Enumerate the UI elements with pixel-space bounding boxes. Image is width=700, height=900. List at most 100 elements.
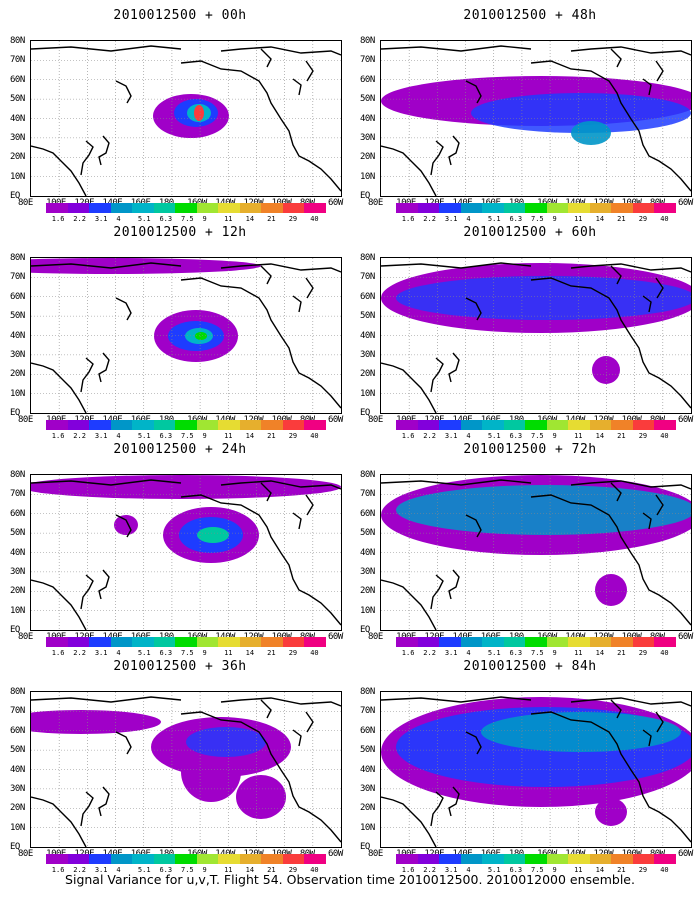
variance-contour bbox=[396, 276, 691, 320]
coastline bbox=[381, 796, 437, 847]
coastline bbox=[220, 697, 341, 707]
colorbar-label: 11 bbox=[224, 866, 233, 874]
lat-tick-label: 50N bbox=[360, 528, 375, 539]
colorbar-swatch bbox=[611, 854, 633, 864]
lat-tick-label: 50N bbox=[10, 528, 25, 539]
lat-tick-label: 40N bbox=[360, 330, 375, 341]
colorbar bbox=[396, 203, 676, 213]
colorbar-swatch bbox=[67, 637, 90, 647]
colorbar-label: 1.6 bbox=[51, 432, 65, 440]
colorbar-swatch bbox=[239, 203, 262, 213]
colorbar-swatch bbox=[482, 420, 504, 430]
lat-tick-label: 80N bbox=[360, 687, 375, 697]
colorbar-label: 40 bbox=[310, 215, 319, 223]
colorbar-swatch bbox=[546, 637, 569, 647]
lat-tick-label: 20N bbox=[10, 369, 25, 380]
lat-tick-label: 70N bbox=[10, 706, 25, 717]
colorbar-swatch bbox=[546, 420, 569, 430]
colorbar-label: 9 bbox=[202, 432, 207, 440]
lat-tick-label: 10N bbox=[360, 171, 375, 182]
colorbar-swatch bbox=[196, 854, 219, 864]
colorbar-swatch bbox=[196, 203, 219, 213]
coastline bbox=[260, 265, 272, 285]
lon-tick-label: 60W bbox=[678, 849, 693, 859]
colorbar-swatch bbox=[110, 637, 133, 647]
colorbar-swatch bbox=[396, 854, 418, 864]
coastline bbox=[260, 482, 272, 502]
colorbar-swatch bbox=[46, 203, 68, 213]
coastline bbox=[180, 277, 341, 409]
coastline bbox=[430, 791, 444, 827]
lat-tick-label: EQ bbox=[360, 408, 370, 418]
colorbar-swatch bbox=[417, 854, 440, 864]
coastline bbox=[430, 574, 444, 610]
colorbar-label: 29 bbox=[638, 215, 648, 223]
colorbar-label: 14 bbox=[595, 866, 605, 874]
colorbar-swatch bbox=[218, 637, 240, 647]
coastline bbox=[305, 711, 314, 733]
colorbar-swatch bbox=[632, 420, 655, 430]
lon-tick-label: 80E bbox=[368, 849, 383, 859]
colorbar-label: 21 bbox=[617, 432, 626, 440]
colorbar-swatch bbox=[282, 637, 305, 647]
colorbar-label: 6.3 bbox=[509, 432, 523, 440]
coastline bbox=[430, 140, 444, 176]
coastline bbox=[530, 277, 691, 409]
lat-tick-label: 10N bbox=[360, 822, 375, 833]
colorbar-label: 5.1 bbox=[487, 866, 501, 874]
coastline bbox=[305, 277, 314, 299]
colorbar-swatch bbox=[261, 637, 283, 647]
coastline bbox=[465, 514, 482, 538]
colorbar-label: 21 bbox=[267, 649, 276, 657]
colorbar-label: 40 bbox=[660, 215, 669, 223]
lat-tick-label: 40N bbox=[10, 547, 25, 558]
coastline bbox=[80, 357, 94, 393]
lon-tick-label: 80E bbox=[368, 198, 383, 208]
lon-tick-label: 60W bbox=[328, 415, 343, 425]
lat-tick-label: 10N bbox=[10, 171, 25, 182]
colorbar-swatch bbox=[654, 854, 676, 864]
forecast-panel: 2010012500 + 12h 80N 70N 60N 50N 40N 30N 20N 10N… bbox=[10, 225, 350, 445]
colorbar-swatch bbox=[110, 203, 133, 213]
coastline bbox=[260, 48, 272, 68]
colorbar-swatch bbox=[46, 420, 68, 430]
panel-title: 2010012500 + 36h bbox=[113, 659, 247, 674]
colorbar-label: 11 bbox=[224, 215, 233, 223]
colorbar-label: 5.1 bbox=[487, 432, 501, 440]
coastline bbox=[115, 514, 132, 538]
lat-tick-label: 60N bbox=[360, 508, 375, 519]
coastline bbox=[381, 362, 437, 413]
coastline bbox=[642, 295, 652, 313]
coastline bbox=[465, 731, 482, 755]
colorbar-label: 2.2 bbox=[423, 432, 436, 440]
colorbar-label: 29 bbox=[638, 649, 648, 657]
colorbar-swatch bbox=[525, 637, 547, 647]
coastline bbox=[220, 46, 341, 56]
coastline bbox=[31, 45, 182, 52]
colorbar-swatch bbox=[218, 203, 240, 213]
colorbar-label: 2.2 bbox=[423, 649, 436, 657]
colorbar-label: 3.1 bbox=[94, 866, 108, 874]
colorbar-label: 9 bbox=[552, 866, 557, 874]
coastline bbox=[465, 80, 482, 104]
colorbar-label: 11 bbox=[574, 649, 583, 657]
variance-contour bbox=[195, 332, 207, 340]
colorbar-swatch bbox=[110, 854, 133, 864]
coastline bbox=[655, 60, 664, 82]
variance-map bbox=[380, 257, 692, 414]
colorbar-label: 2.2 bbox=[73, 866, 86, 874]
forecast-panel: 2010012500 + 24h 80N 70N 60N 50N 40N 30N 20N 10N… bbox=[10, 442, 350, 662]
colorbar-swatch bbox=[261, 854, 283, 864]
variance-contour bbox=[481, 712, 681, 752]
lat-tick-label: 20N bbox=[360, 369, 375, 380]
variance-map bbox=[30, 257, 342, 414]
lat-tick-label: 30N bbox=[10, 349, 25, 360]
colorbar-label: 7.5 bbox=[531, 649, 544, 657]
colorbar-swatch bbox=[417, 420, 440, 430]
forecast-panel: 2010012500 + 36h 80N 70N 60N 50N 40N 30N 20N 10N… bbox=[10, 659, 350, 879]
lat-tick-label: 20N bbox=[10, 152, 25, 163]
colorbar-label: 3.1 bbox=[444, 432, 458, 440]
lat-tick-label: EQ bbox=[360, 842, 370, 852]
coastline bbox=[448, 786, 460, 817]
variance-contour bbox=[186, 727, 266, 757]
